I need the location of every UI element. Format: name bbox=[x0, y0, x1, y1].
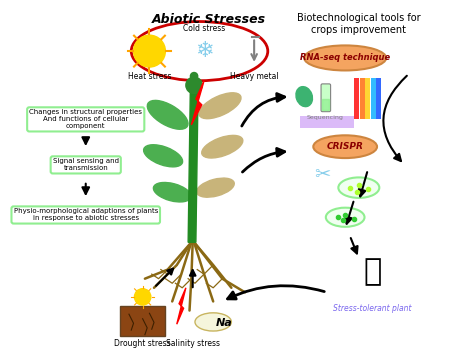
Text: Signal sensing and
transmission: Signal sensing and transmission bbox=[53, 158, 118, 171]
Text: ✂: ✂ bbox=[314, 164, 330, 184]
Text: Changes in structural properties
And functions of cellular
component: Changes in structural properties And fun… bbox=[29, 109, 142, 129]
Circle shape bbox=[135, 289, 151, 305]
FancyBboxPatch shape bbox=[376, 78, 381, 119]
Text: Cold stress: Cold stress bbox=[183, 24, 225, 33]
Ellipse shape bbox=[195, 313, 231, 331]
Text: ❄: ❄ bbox=[195, 41, 213, 61]
Text: Physio-morphological adaptions of plants
in response to abiotic stresses: Physio-morphological adaptions of plants… bbox=[14, 208, 158, 222]
FancyBboxPatch shape bbox=[300, 116, 354, 129]
Ellipse shape bbox=[147, 100, 188, 129]
Ellipse shape bbox=[197, 178, 234, 197]
FancyBboxPatch shape bbox=[120, 306, 165, 335]
Ellipse shape bbox=[202, 135, 243, 158]
Text: Abiotic Stresses: Abiotic Stresses bbox=[152, 13, 266, 26]
Ellipse shape bbox=[296, 87, 312, 106]
FancyBboxPatch shape bbox=[371, 78, 376, 119]
Text: CRISPR: CRISPR bbox=[327, 142, 364, 151]
Text: Heat stress: Heat stress bbox=[128, 72, 171, 81]
Text: Na: Na bbox=[216, 318, 233, 328]
Ellipse shape bbox=[304, 45, 386, 70]
FancyBboxPatch shape bbox=[360, 78, 365, 119]
FancyBboxPatch shape bbox=[354, 78, 359, 119]
Polygon shape bbox=[322, 99, 329, 110]
FancyBboxPatch shape bbox=[365, 78, 370, 119]
Circle shape bbox=[134, 35, 165, 67]
Text: Salinity stress: Salinity stress bbox=[166, 339, 219, 348]
Ellipse shape bbox=[144, 145, 182, 167]
Ellipse shape bbox=[326, 208, 365, 227]
Polygon shape bbox=[188, 83, 198, 242]
Text: RNA-seq technique: RNA-seq technique bbox=[300, 54, 390, 62]
Polygon shape bbox=[177, 288, 186, 324]
Circle shape bbox=[191, 72, 198, 80]
Circle shape bbox=[186, 77, 202, 93]
Text: Biotechnological tools for
crops improvement: Biotechnological tools for crops improve… bbox=[297, 13, 420, 34]
Text: 🌾: 🌾 bbox=[364, 257, 382, 286]
Ellipse shape bbox=[154, 182, 191, 202]
Ellipse shape bbox=[199, 93, 241, 119]
Text: Sequencing: Sequencing bbox=[306, 115, 343, 120]
Ellipse shape bbox=[338, 178, 379, 198]
Text: Stress-tolerant plant: Stress-tolerant plant bbox=[333, 304, 412, 313]
Text: Heavy metal: Heavy metal bbox=[230, 72, 278, 81]
FancyBboxPatch shape bbox=[321, 84, 330, 112]
Text: Drought stress: Drought stress bbox=[114, 339, 171, 348]
Ellipse shape bbox=[313, 135, 377, 158]
Polygon shape bbox=[191, 81, 204, 125]
